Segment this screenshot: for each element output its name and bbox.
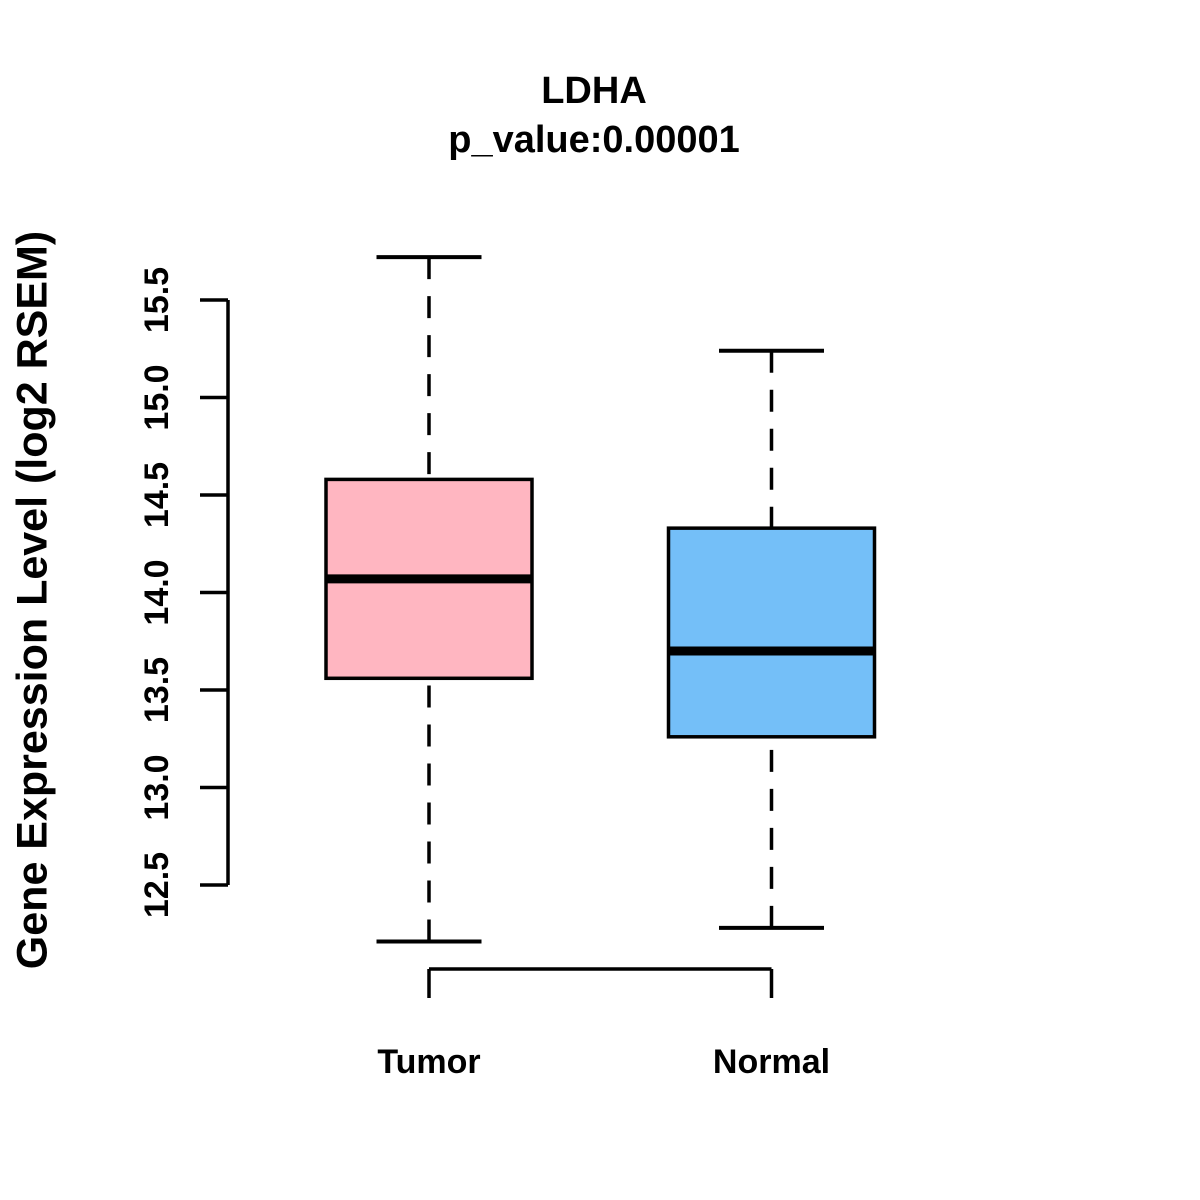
y-tick-label: 15.5 [138,267,176,333]
y-tick-label: 12.5 [138,852,176,918]
y-tick-label: 15.0 [138,364,176,430]
box-rect-normal [666,526,877,739]
y-tick-label: 14.0 [138,559,176,625]
chart-title: LDHA [541,70,647,112]
y-tick-label: 13.0 [138,754,176,820]
chart-subtitle: p_value:0.00001 [448,119,740,161]
y-tick-label: 14.5 [138,462,176,528]
y-tick-label: 13.5 [138,657,176,723]
category-label-normal: Normal [713,1043,830,1081]
category-label-tumor: Tumor [377,1043,480,1081]
